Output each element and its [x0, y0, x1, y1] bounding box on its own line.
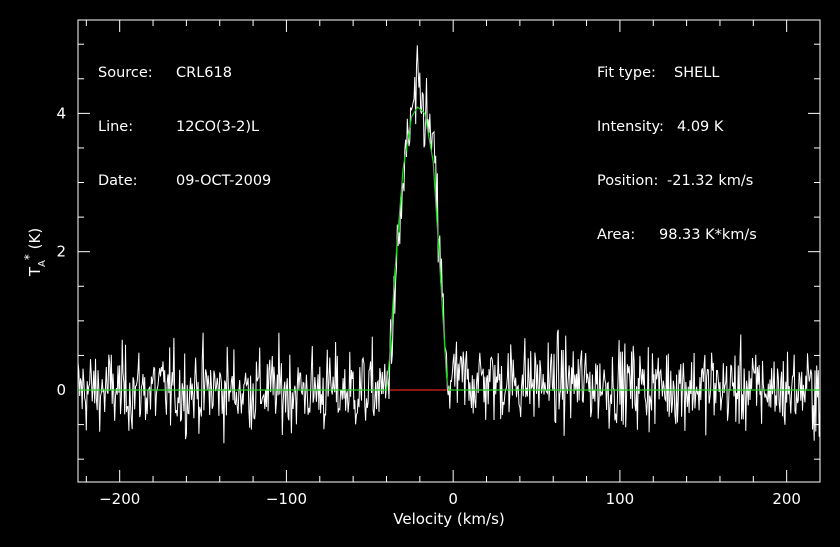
position-value: -21.32 km/s — [667, 173, 754, 189]
y-tick-label: 2 — [56, 243, 66, 261]
intensity-value: 4.09 K — [677, 119, 724, 135]
y-tick-label: 0 — [56, 381, 66, 399]
y-tick-label: 4 — [56, 104, 66, 122]
info-row-fit-type: Fit type: SHELL — [597, 66, 757, 91]
chart-series — [77, 45, 821, 444]
area-label: Area: — [597, 227, 636, 243]
x-tick-label: 200 — [772, 490, 801, 508]
axis-tick-labels: −200 −100 0 100 200 0 2 4 — [56, 104, 801, 508]
info-right-panel: Fit type: SHELL Intensity: 4.09 K Position… — [597, 37, 757, 268]
info-row-line: Line: 12CO(3-2)L — [98, 120, 271, 145]
svg-text:TA* (K): TA* (K) — [22, 228, 48, 277]
x-axis-label: Velocity (km/s) — [393, 510, 504, 528]
line-label: Line: — [98, 119, 134, 135]
plot-frame — [77, 19, 821, 483]
spectrum-line — [77, 45, 821, 444]
fit-type-label: Fit type: — [597, 65, 656, 81]
fit-line — [78, 106, 820, 391]
date-label: Date: — [98, 173, 138, 189]
info-row-position: Position: -21.32 km/s — [597, 174, 757, 199]
info-row-source: Source: CRL618 — [98, 66, 271, 91]
x-tick-label: −100 — [266, 490, 307, 508]
x-tick-label: 0 — [448, 490, 458, 508]
date-value: 09-OCT-2009 — [176, 173, 272, 189]
x-tick-label: 100 — [606, 490, 635, 508]
info-row-date: Date: 09-OCT-2009 — [98, 174, 271, 199]
info-left-panel: Source: CRL618 Line: 12CO(3-2)L Date: 09-OC… — [98, 37, 271, 214]
info-row-area: Area: 98.33 K*km/s — [597, 228, 757, 253]
fit-type-value: SHELL — [674, 65, 720, 81]
intensity-label: Intensity: — [597, 119, 664, 135]
area-value: 98.33 K*km/s — [659, 227, 757, 243]
y-axis-label: TA* (K) — [22, 228, 48, 277]
position-label: Position: — [597, 173, 659, 189]
line-value: 12CO(3-2)L — [176, 119, 260, 135]
x-tick-label: −200 — [99, 490, 140, 508]
source-value: CRL618 — [176, 65, 232, 81]
info-row-intensity: Intensity: 4.09 K — [597, 120, 757, 145]
source-label: Source: — [98, 65, 153, 81]
axis-ticks — [78, 20, 821, 482]
